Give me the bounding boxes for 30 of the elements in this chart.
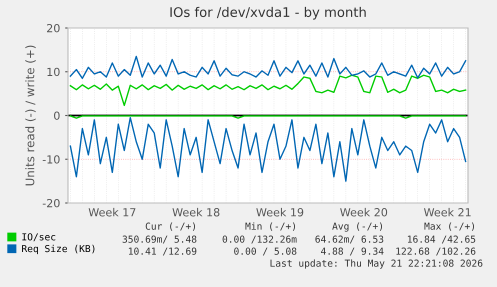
line-series: [70, 74, 466, 106]
line-series: [70, 116, 466, 182]
text: 16.84 /42.65: [408, 236, 476, 244]
text: 0.00 /132.26m: [222, 236, 297, 244]
y-tick-label: -10: [42, 155, 60, 164]
text: 0.00 / 5.08: [234, 248, 296, 256]
line-series: [70, 56, 466, 80]
chart-title: IOs for /dev/xvda1 - by month: [170, 6, 366, 20]
y-tick-label: -20: [42, 198, 60, 208]
text: 350.69m/ 5.48: [122, 236, 196, 244]
x-tick-label: Week 17: [88, 208, 136, 216]
text: Cur (-/+): [146, 222, 196, 231]
legend-label: Req Size (KB): [22, 244, 94, 254]
text: 122.68 /102.26: [396, 248, 476, 256]
text: Min (-/+): [245, 222, 296, 231]
text: Max (-/+): [424, 222, 474, 231]
text: Last update: Thu May 21 22:21:08 2026: [270, 259, 482, 269]
y-tick-label: 20: [47, 24, 60, 32]
y-tick-label: 10: [47, 68, 60, 76]
legend-label: IO/sec: [22, 233, 56, 242]
text: Avg (-/+): [332, 222, 382, 232]
x-tick-label: Week 19: [256, 208, 304, 216]
y-axis-title: Units read (-) / write (+): [25, 46, 36, 186]
x-tick-label: Week 21: [424, 208, 471, 216]
text: 10.41 /12.69: [128, 248, 196, 256]
y-tick-label: 0: [54, 111, 60, 120]
x-tick-label: Week 18: [172, 208, 220, 216]
text: 64.62m/ 6.53: [315, 236, 384, 244]
x-tick-label: Week 20: [340, 208, 388, 216]
text: 4.88 / 9.34: [321, 248, 384, 256]
